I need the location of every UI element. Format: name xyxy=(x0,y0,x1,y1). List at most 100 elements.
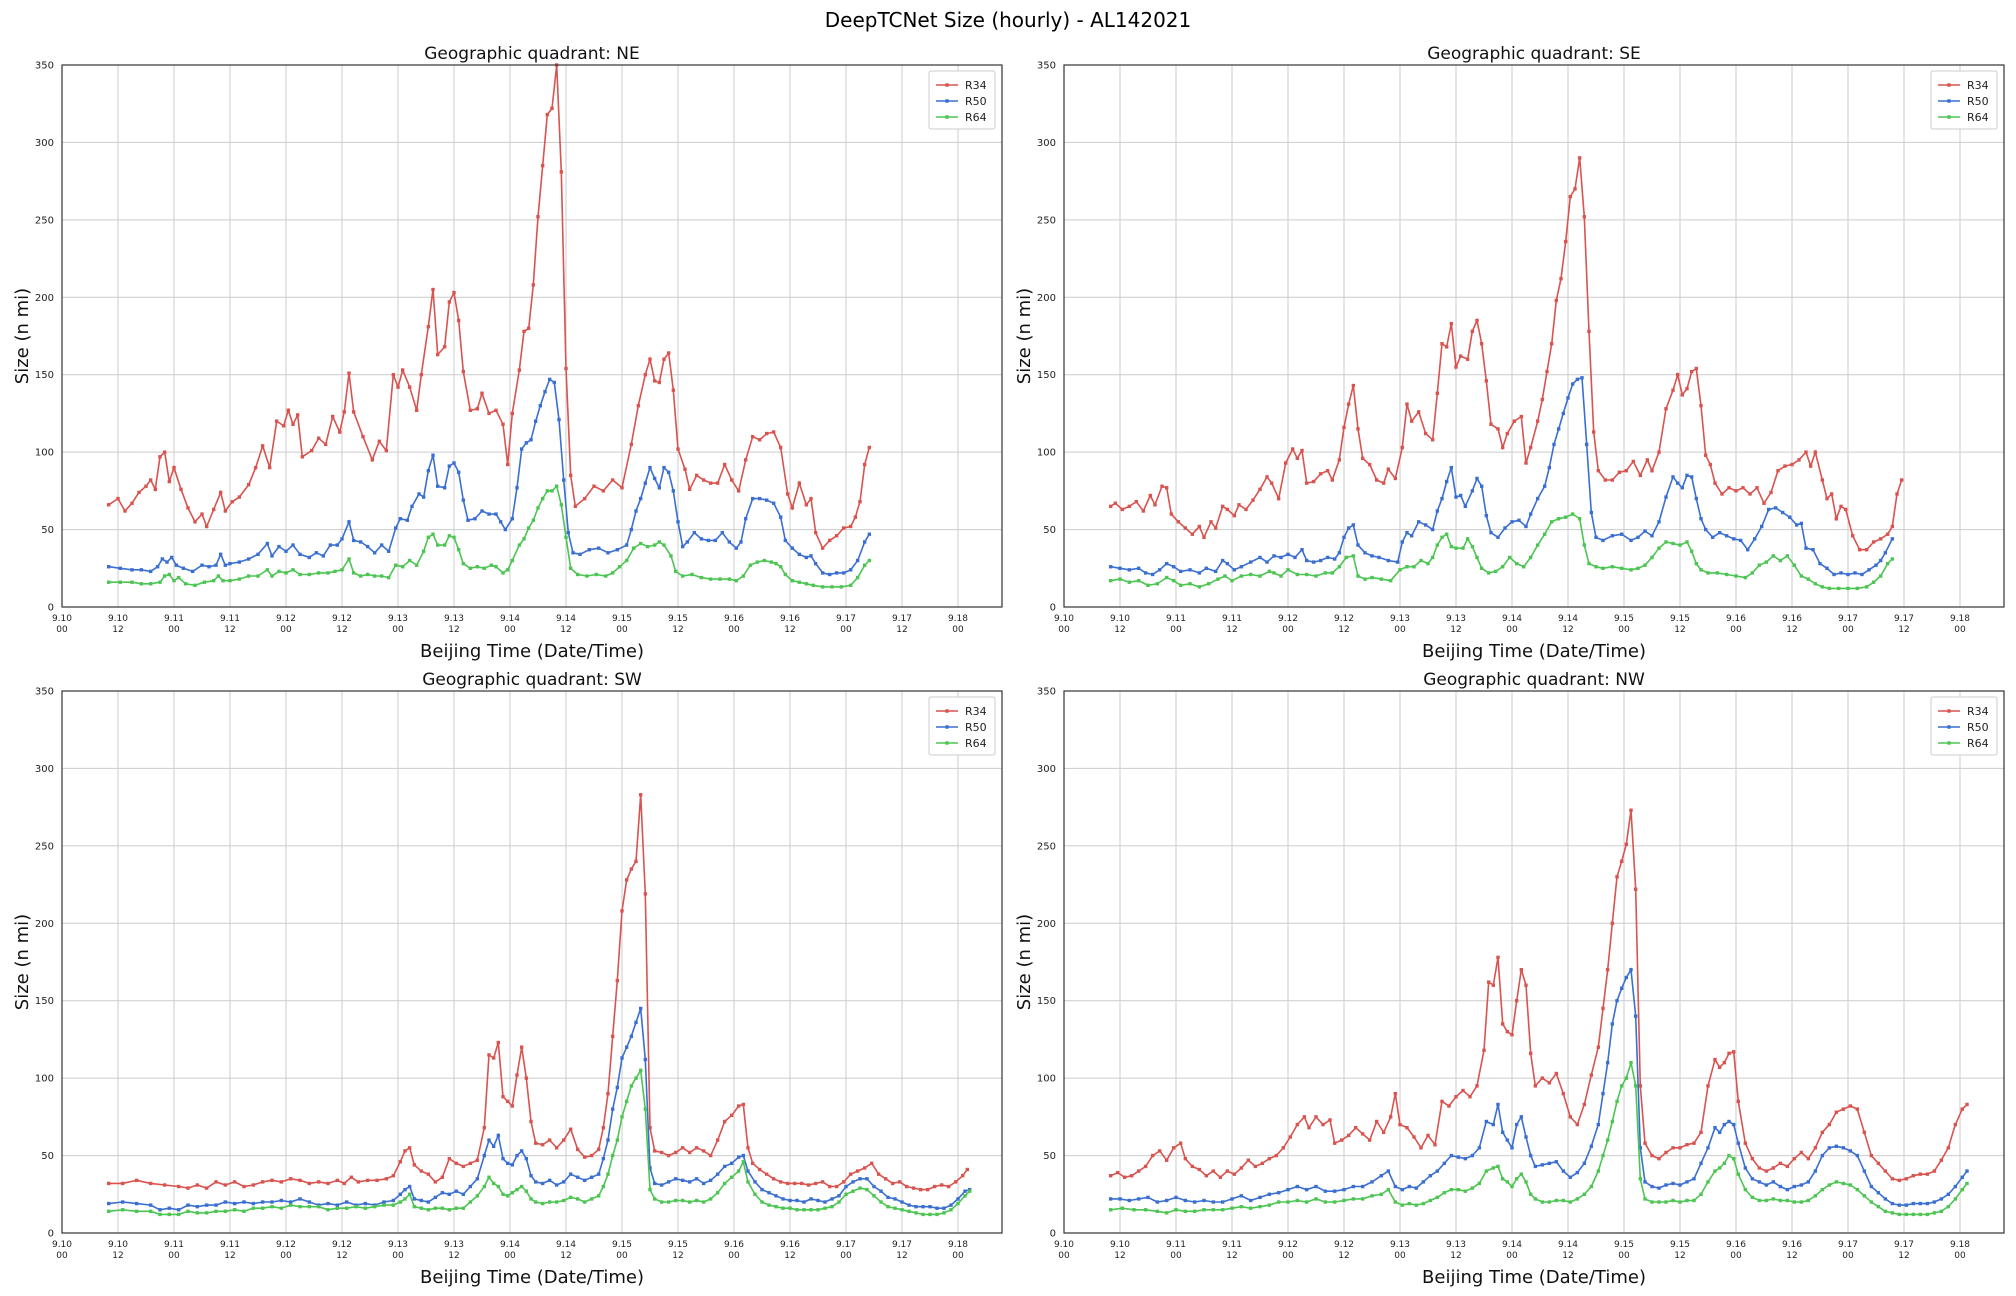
data-point-r50 xyxy=(1510,1146,1514,1150)
y-tick-label: 350 xyxy=(1037,61,1056,72)
data-point-r34 xyxy=(1540,397,1545,402)
legend-marker-r50 xyxy=(945,99,949,103)
data-point-r64 xyxy=(307,572,312,577)
data-point-r64 xyxy=(1400,1203,1405,1207)
data-point-r34 xyxy=(158,455,162,459)
data-point-r64 xyxy=(505,1194,510,1198)
x-axis-label: Beijing Time (Date/Time) xyxy=(1422,641,1646,662)
data-point-r50 xyxy=(652,476,657,481)
x-tick-label-date: 9.13 xyxy=(388,614,408,624)
data-point-r50 xyxy=(335,1203,340,1207)
data-point-r50 xyxy=(1136,1197,1141,1201)
data-point-r34 xyxy=(1148,493,1153,498)
data-point-r64 xyxy=(1799,574,1804,578)
data-point-r50 xyxy=(1703,527,1708,532)
data-point-r50 xyxy=(596,546,601,550)
x-tick-label-hour: 00 xyxy=(280,625,292,635)
data-point-r64 xyxy=(855,575,860,580)
data-point-r34 xyxy=(1360,1132,1365,1136)
data-point-r64 xyxy=(582,1200,587,1204)
data-point-r64 xyxy=(1192,1209,1197,1214)
data-point-r50 xyxy=(529,1174,533,1178)
data-point-r50 xyxy=(256,552,260,557)
data-point-r34 xyxy=(1878,537,1883,541)
data-point-r64 xyxy=(1493,569,1498,574)
data-point-r50 xyxy=(468,1184,473,1189)
x-tick-label-date: 9.11 xyxy=(1166,614,1186,624)
data-point-r64 xyxy=(1685,540,1689,544)
legend-label-r34: R34 xyxy=(965,79,987,92)
subplot-2: 0501001502002503003509.10009.10129.11009… xyxy=(1014,44,2005,662)
data-point-r64 xyxy=(769,560,774,564)
x-tick-label-hour: 12 xyxy=(1898,625,1909,635)
data-point-r64 xyxy=(680,574,685,578)
legend-label-r64: R64 xyxy=(1967,737,1989,750)
data-point-r34 xyxy=(475,407,480,411)
data-point-r64 xyxy=(1267,1203,1272,1207)
x-tick-label-hour: 12 xyxy=(1898,1251,1909,1261)
data-point-r64 xyxy=(1643,1197,1647,1201)
x-tick-label-date: 9.12 xyxy=(276,614,296,624)
data-point-r64 xyxy=(550,489,554,493)
data-point-r64 xyxy=(1449,1187,1454,1192)
x-tick-label-date: 9.17 xyxy=(836,614,856,624)
data-point-r50 xyxy=(680,544,685,549)
x-tick-label-hour: 12 xyxy=(896,625,907,635)
data-point-r64 xyxy=(400,565,405,569)
data-point-r50 xyxy=(1276,1191,1281,1195)
data-point-r64 xyxy=(372,1204,377,1209)
data-point-r50 xyxy=(1314,1184,1318,1189)
data-point-r34 xyxy=(1783,464,1787,468)
data-point-r64 xyxy=(956,1201,960,1206)
data-point-r50 xyxy=(1370,554,1374,558)
data-point-r64 xyxy=(1624,1076,1629,1080)
data-point-r50 xyxy=(291,543,295,547)
data-point-r34 xyxy=(1743,1141,1748,1145)
data-point-r50 xyxy=(1904,1203,1909,1207)
data-point-r64 xyxy=(589,1197,594,1201)
data-point-r34 xyxy=(965,1167,970,1172)
x-tick-label-date: 9.17 xyxy=(892,614,912,624)
data-point-r64 xyxy=(1465,537,1470,541)
data-point-r64 xyxy=(1650,555,1654,560)
data-point-r34 xyxy=(540,1143,545,1147)
data-point-r50 xyxy=(687,1180,692,1184)
data-point-r64 xyxy=(1727,1153,1731,1158)
data-point-r50 xyxy=(176,1208,181,1212)
x-tick-label-date: 9.13 xyxy=(444,614,464,624)
data-point-r34 xyxy=(1587,329,1591,334)
data-point-r50 xyxy=(1717,1130,1722,1135)
data-point-r64 xyxy=(1398,568,1402,572)
data-point-r64 xyxy=(403,1197,407,1201)
data-point-r34 xyxy=(869,1161,874,1166)
data-point-r50 xyxy=(186,1203,190,1207)
x-tick-label-hour: 00 xyxy=(1618,625,1630,635)
data-point-r34 xyxy=(1680,393,1685,397)
data-point-r50 xyxy=(237,560,242,564)
data-point-r34 xyxy=(1176,520,1181,524)
data-point-r64 xyxy=(624,1099,629,1104)
y-tick-label: 50 xyxy=(1043,525,1056,536)
data-point-r50 xyxy=(547,1178,552,1183)
data-point-r64 xyxy=(638,1068,643,1073)
data-point-r50 xyxy=(1127,1198,1132,1203)
data-point-r34 xyxy=(1610,921,1615,925)
data-point-r34 xyxy=(1671,1146,1675,1150)
data-point-r34 xyxy=(494,408,498,413)
data-point-r50 xyxy=(475,1177,480,1181)
data-point-r64 xyxy=(1351,1197,1356,1201)
data-point-r64 xyxy=(139,582,144,586)
x-tick-label-hour: 00 xyxy=(1730,625,1742,635)
x-tick-label-hour: 12 xyxy=(1114,1251,1125,1261)
data-point-r50 xyxy=(1295,1184,1300,1189)
data-point-r34 xyxy=(356,1180,361,1184)
data-point-r50 xyxy=(1869,1184,1874,1189)
data-point-r64 xyxy=(1435,1195,1440,1200)
data-point-r50 xyxy=(1664,495,1668,499)
data-point-r34 xyxy=(1610,478,1615,482)
data-point-r50 xyxy=(1489,530,1493,535)
data-point-r50 xyxy=(1409,534,1414,538)
data-point-r64 xyxy=(1461,546,1465,550)
data-point-r34 xyxy=(1813,450,1818,454)
data-point-r64 xyxy=(1813,1194,1818,1198)
